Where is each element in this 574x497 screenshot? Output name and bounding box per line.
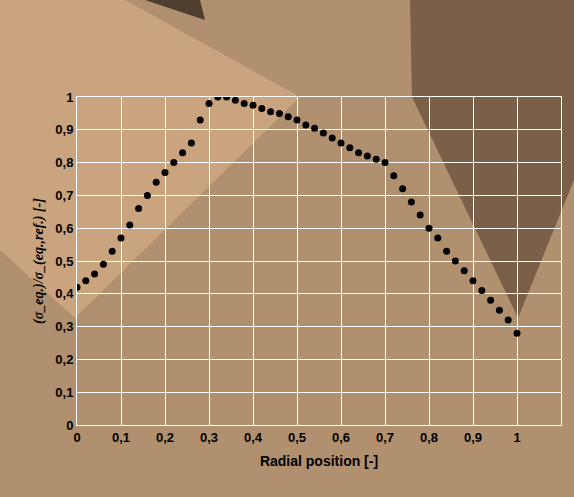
svg-text:0,2: 0,2 xyxy=(156,430,174,445)
svg-text:0,3: 0,3 xyxy=(200,430,218,445)
svg-text:(σ_eq.)/σ_(eq.,ref.) [-]: (σ_eq.)/σ_(eq.,ref.) [-] xyxy=(31,198,47,324)
svg-text:0,5: 0,5 xyxy=(288,430,306,445)
svg-text:0,9: 0,9 xyxy=(55,122,73,137)
svg-text:0,1: 0,1 xyxy=(55,385,73,400)
svg-text:0,6: 0,6 xyxy=(55,221,73,236)
svg-text:Radial position [-]: Radial position [-] xyxy=(260,453,378,469)
svg-text:0,4: 0,4 xyxy=(55,286,74,301)
svg-text:1: 1 xyxy=(513,430,520,445)
svg-text:0,1: 0,1 xyxy=(112,430,130,445)
svg-text:0,7: 0,7 xyxy=(55,188,73,203)
svg-text:0,2: 0,2 xyxy=(55,352,73,367)
svg-text:0,6: 0,6 xyxy=(332,430,350,445)
svg-text:0,8: 0,8 xyxy=(55,155,73,170)
svg-text:0,5: 0,5 xyxy=(55,254,73,269)
svg-text:1: 1 xyxy=(66,90,73,105)
svg-text:0,8: 0,8 xyxy=(420,430,438,445)
svg-text:0: 0 xyxy=(66,418,73,433)
svg-text:0,7: 0,7 xyxy=(376,430,394,445)
svg-text:0: 0 xyxy=(73,430,80,445)
svg-text:0,4: 0,4 xyxy=(244,430,263,445)
svg-text:0,9: 0,9 xyxy=(464,430,482,445)
svg-text:0,3: 0,3 xyxy=(55,319,73,334)
